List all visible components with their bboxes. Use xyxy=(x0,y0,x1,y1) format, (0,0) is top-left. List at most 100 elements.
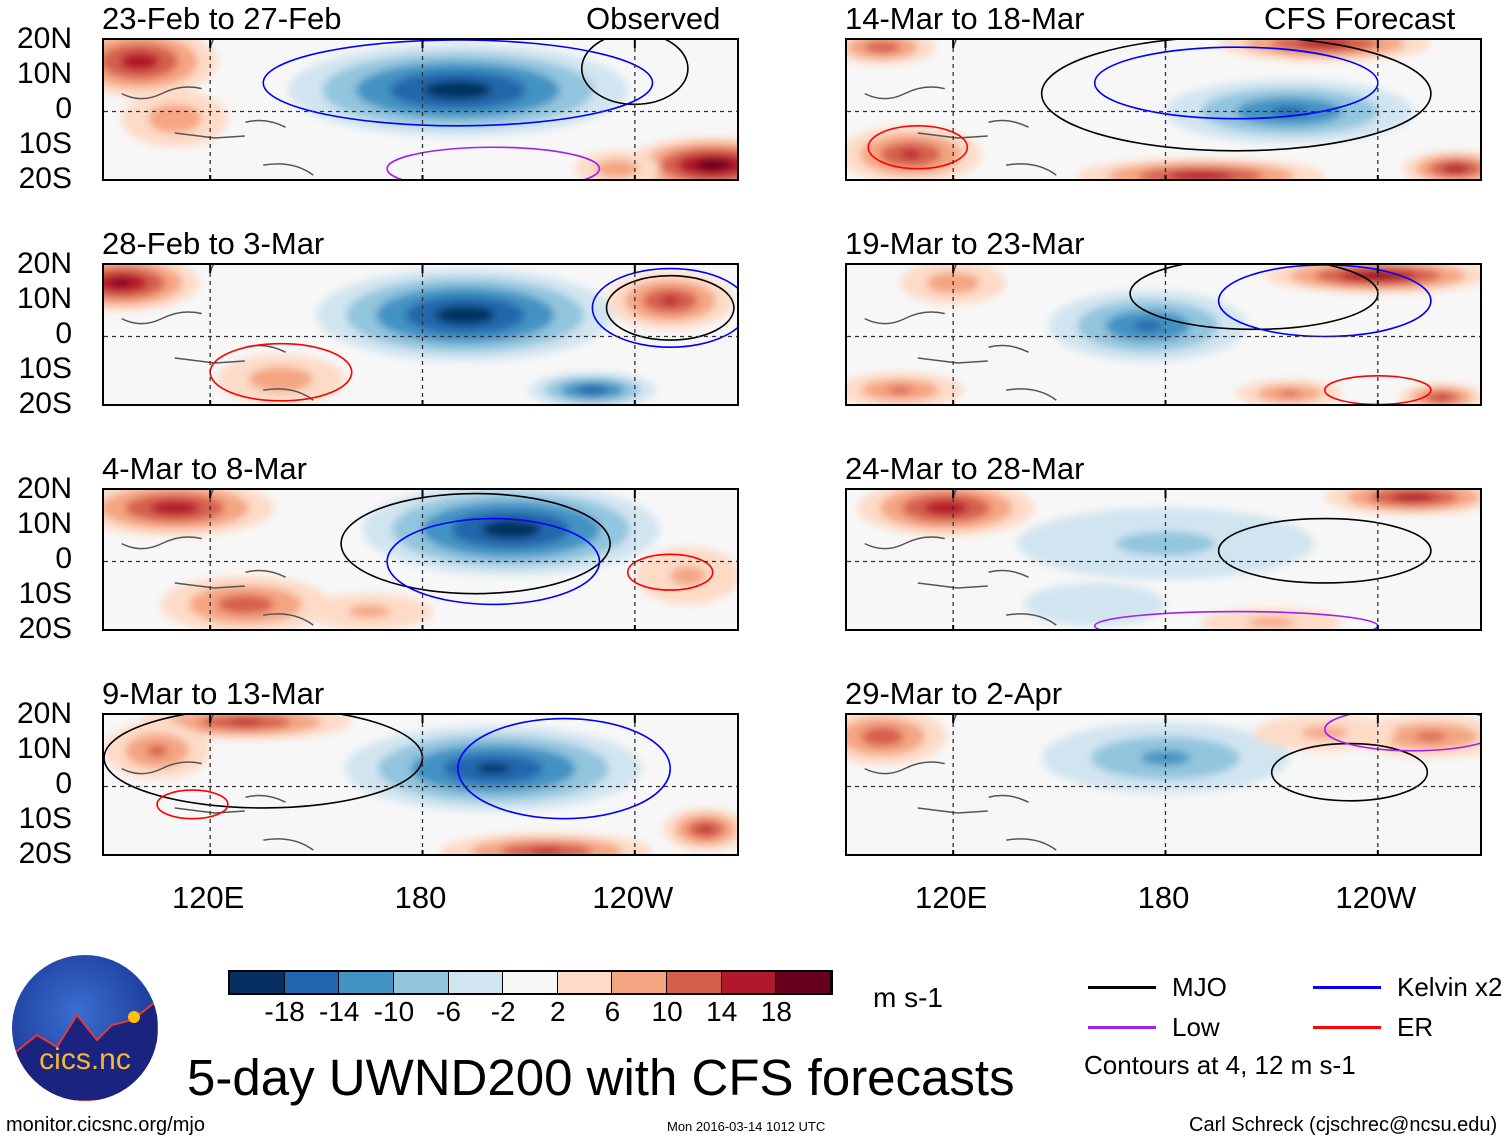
wind-anomaly-region xyxy=(900,150,921,159)
figure-title: 5-day UWND200 with CFS forecasts xyxy=(187,1049,1015,1106)
wave-contour xyxy=(605,274,735,341)
units-label: m s-1 xyxy=(873,982,943,1013)
wind-anomaly-region xyxy=(595,159,639,178)
wind-anomaly-region xyxy=(119,52,159,71)
colorbar-label: 2 xyxy=(550,996,566,1027)
colorbar-swatch xyxy=(776,972,831,993)
wind-anomaly-region xyxy=(1248,617,1296,628)
lat-label: 20S xyxy=(18,837,72,870)
lon-label: 120W xyxy=(592,880,674,915)
coastline xyxy=(864,40,1057,176)
colorbar-label: -18 xyxy=(264,996,305,1027)
wind-anomaly-region xyxy=(1415,732,1447,741)
colorbar-swatch xyxy=(230,972,285,993)
colorbar-label: 10 xyxy=(651,996,683,1027)
wave-contour xyxy=(591,267,737,349)
wind-anomaly-region xyxy=(699,826,712,833)
lat-label: 10S xyxy=(18,127,72,160)
legend-line-low xyxy=(1088,1026,1156,1029)
colorbar-swatch xyxy=(612,972,668,993)
wave-contour xyxy=(1217,265,1432,338)
lat-label: 10S xyxy=(18,352,72,385)
lat-label: 10S xyxy=(18,577,72,610)
lat-label: 10S xyxy=(18,802,72,835)
colorbar-label: 6 xyxy=(604,996,621,1027)
legend-line-kelvin-x2 xyxy=(1313,986,1381,989)
colorbar-swatch xyxy=(721,972,777,993)
wave-contour xyxy=(340,492,611,595)
wind-anomaly-region xyxy=(1278,390,1300,397)
lat-label: 20S xyxy=(18,387,72,420)
wind-anomaly-region xyxy=(864,41,901,54)
lat-label: 0 xyxy=(55,767,72,800)
contour-note: Contours at 4, 12 m s-1 xyxy=(1084,1050,1356,1080)
colorbar-label: -6 xyxy=(436,996,461,1027)
wind-anomaly-region xyxy=(481,520,541,539)
wave-contour xyxy=(1129,265,1379,331)
colorbar-swatch xyxy=(448,972,504,993)
wind-anomaly-region xyxy=(1133,320,1162,331)
colorbar-swatch xyxy=(503,972,558,993)
source-url[interactable]: monitor.cicsnc.org/mjo xyxy=(6,1114,205,1136)
coastline xyxy=(864,265,1057,401)
lat-label: 0 xyxy=(55,317,72,350)
wind-anomaly-region xyxy=(861,726,904,746)
lon-label: 180 xyxy=(1137,880,1190,915)
lat-label: 0 xyxy=(55,542,72,575)
panel-title: 29-Mar to 2-Apr xyxy=(845,676,1063,711)
wind-anomaly-region xyxy=(1115,531,1216,556)
wind-anomaly-region xyxy=(435,305,495,325)
wave-contour xyxy=(156,789,229,820)
map-panel xyxy=(102,263,739,406)
wave-contour xyxy=(457,717,672,820)
lat-label: 10N xyxy=(16,507,72,540)
colorbar-label: -2 xyxy=(490,996,516,1027)
coastline xyxy=(864,715,1057,851)
coastline xyxy=(121,490,314,626)
wind-anomaly-region xyxy=(661,296,680,305)
colorbar-swatch xyxy=(393,972,449,993)
legend-label: Kelvin x2 xyxy=(1397,972,1503,1002)
wind-anomaly-region xyxy=(1442,164,1469,174)
wave-contour xyxy=(867,125,969,170)
wind-anomaly-region xyxy=(348,605,391,618)
panel-title: 28-Feb to 3-Mar xyxy=(102,226,325,261)
colorbar xyxy=(228,970,833,995)
lat-label: 10N xyxy=(16,732,72,765)
forecast-label: CFS Forecast xyxy=(1264,1,1456,36)
colorbar-label: 14 xyxy=(706,996,738,1027)
colorbar-swatch xyxy=(339,972,394,993)
colorbar-label: -14 xyxy=(319,996,360,1027)
observed-label: Observed xyxy=(586,1,721,36)
legend-line-mjo xyxy=(1088,986,1156,989)
wind-anomaly-region xyxy=(923,500,969,516)
wind-anomaly-region xyxy=(531,848,562,854)
legend-label: Low xyxy=(1172,1012,1220,1042)
colorbar-label: -10 xyxy=(373,996,415,1027)
wind-anomaly-region xyxy=(113,279,131,287)
map-panel xyxy=(102,488,739,631)
colorbar-label: 18 xyxy=(760,996,792,1027)
wind-anomaly-region xyxy=(1391,492,1436,502)
wind-anomaly-region xyxy=(1301,726,1349,739)
lat-label: 20N xyxy=(16,247,72,280)
coastline xyxy=(121,715,314,851)
lon-label: 120W xyxy=(1335,880,1417,915)
wind-anomaly-region xyxy=(887,386,913,394)
wind-anomaly-region xyxy=(576,385,609,395)
wave-contour xyxy=(1323,375,1432,404)
wave-contour xyxy=(262,40,654,127)
map-panel xyxy=(845,263,1482,406)
wave-contour xyxy=(386,146,601,179)
lon-label: 120E xyxy=(171,880,245,915)
panel-title: 9-Mar to 13-Mar xyxy=(102,676,325,711)
map-panel xyxy=(102,713,739,856)
wind-anomaly-region xyxy=(230,719,261,725)
panel-title: 14-Mar to 18-Mar xyxy=(845,1,1085,36)
lon-label: 180 xyxy=(394,880,447,915)
logo-text: cics.nc xyxy=(39,1043,131,1076)
lat-label: 0 xyxy=(55,92,72,125)
legend-line-er xyxy=(1313,1026,1381,1029)
panel-title: 23-Feb to 27-Feb xyxy=(102,1,342,36)
panel-title: 4-Mar to 8-Mar xyxy=(102,451,307,486)
